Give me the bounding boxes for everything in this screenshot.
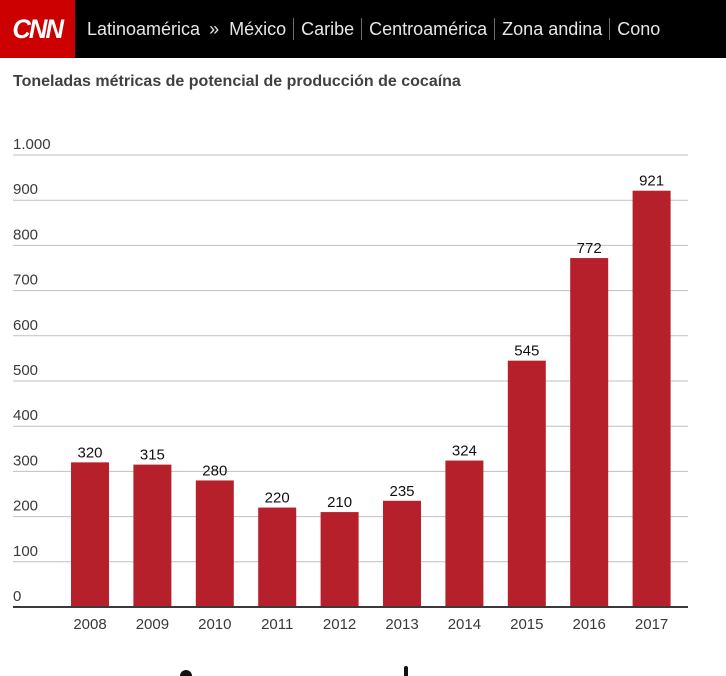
data-label: 921 bbox=[639, 173, 664, 190]
y-tick-label: 700 bbox=[13, 272, 38, 289]
bar-chart: 0 100 200 300 400 500 600 700 800 900 1.000 320 2008… bbox=[13, 136, 688, 633]
bar bbox=[71, 462, 109, 607]
data-label: 772 bbox=[577, 240, 602, 257]
nav-centroamerica[interactable]: Centroamérica bbox=[369, 18, 488, 39]
bar bbox=[133, 464, 172, 607]
bar bbox=[383, 500, 421, 607]
top-navigation-bar: CNN Latinoamérica » México Caribe Centro… bbox=[0, 0, 726, 58]
x-tick-label: 2009 bbox=[136, 616, 169, 633]
data-label: 280 bbox=[202, 462, 227, 479]
nav-divider bbox=[293, 18, 295, 40]
nav-mexico[interactable]: México bbox=[229, 18, 287, 39]
region-nav: Latinoamérica » México Caribe Centroamér… bbox=[87, 18, 667, 40]
nav-latinoamerica[interactable]: Latinoamérica bbox=[87, 18, 201, 39]
y-tick-label: 100 bbox=[13, 543, 38, 560]
x-tick-label: 2010 bbox=[198, 616, 231, 633]
y-tick-label: 800 bbox=[13, 226, 38, 243]
nav-zona-andina[interactable]: Zona andina bbox=[502, 18, 603, 39]
x-tick-label: 2014 bbox=[448, 616, 481, 633]
x-tick-label: 2012 bbox=[323, 616, 356, 633]
data-label: 320 bbox=[77, 444, 102, 461]
chart-title: Toneladas métricas de potencial de produ… bbox=[13, 73, 461, 90]
y-tick-label: 500 bbox=[13, 362, 38, 379]
bar bbox=[195, 480, 234, 607]
data-label: 210 bbox=[327, 494, 352, 511]
cnn-logo[interactable]: CNN bbox=[0, 0, 75, 58]
nav-caribe[interactable]: Caribe bbox=[301, 18, 355, 39]
x-tick-label: 2011 bbox=[261, 616, 293, 633]
breadcrumb-arrow-icon: » bbox=[209, 18, 220, 39]
bar bbox=[570, 258, 609, 607]
bar bbox=[507, 360, 546, 607]
y-tick-label: 400 bbox=[13, 407, 38, 424]
x-tick-label: 2015 bbox=[510, 616, 543, 633]
x-tick-label: 2008 bbox=[73, 616, 106, 633]
y-tick-label: 0 bbox=[13, 588, 21, 605]
y-tick-label: 900 bbox=[13, 181, 38, 198]
x-tick-label: 2013 bbox=[385, 616, 418, 633]
bar bbox=[632, 190, 671, 607]
data-label: 324 bbox=[452, 443, 477, 460]
x-tick-label: 2017 bbox=[635, 616, 668, 633]
data-label: 220 bbox=[265, 490, 290, 507]
nav-divider bbox=[361, 18, 363, 40]
data-label: 235 bbox=[389, 483, 414, 500]
nav-cono[interactable]: Cono bbox=[617, 18, 661, 39]
bar bbox=[320, 512, 359, 607]
nav-divider bbox=[609, 18, 611, 40]
bar bbox=[258, 507, 297, 607]
cropped-heading-fragment bbox=[0, 664, 726, 676]
data-label: 545 bbox=[514, 343, 539, 360]
cnn-logo-text: CNN bbox=[12, 13, 65, 44]
y-tick-label: 600 bbox=[13, 317, 38, 334]
x-tick-label: 2016 bbox=[573, 616, 606, 633]
y-tick-label: 300 bbox=[13, 452, 38, 469]
y-tick-label: 200 bbox=[13, 498, 38, 515]
bar bbox=[445, 460, 484, 607]
data-label: 315 bbox=[140, 447, 165, 464]
y-tick-label: 1.000 bbox=[13, 136, 51, 153]
nav-divider bbox=[494, 18, 496, 40]
